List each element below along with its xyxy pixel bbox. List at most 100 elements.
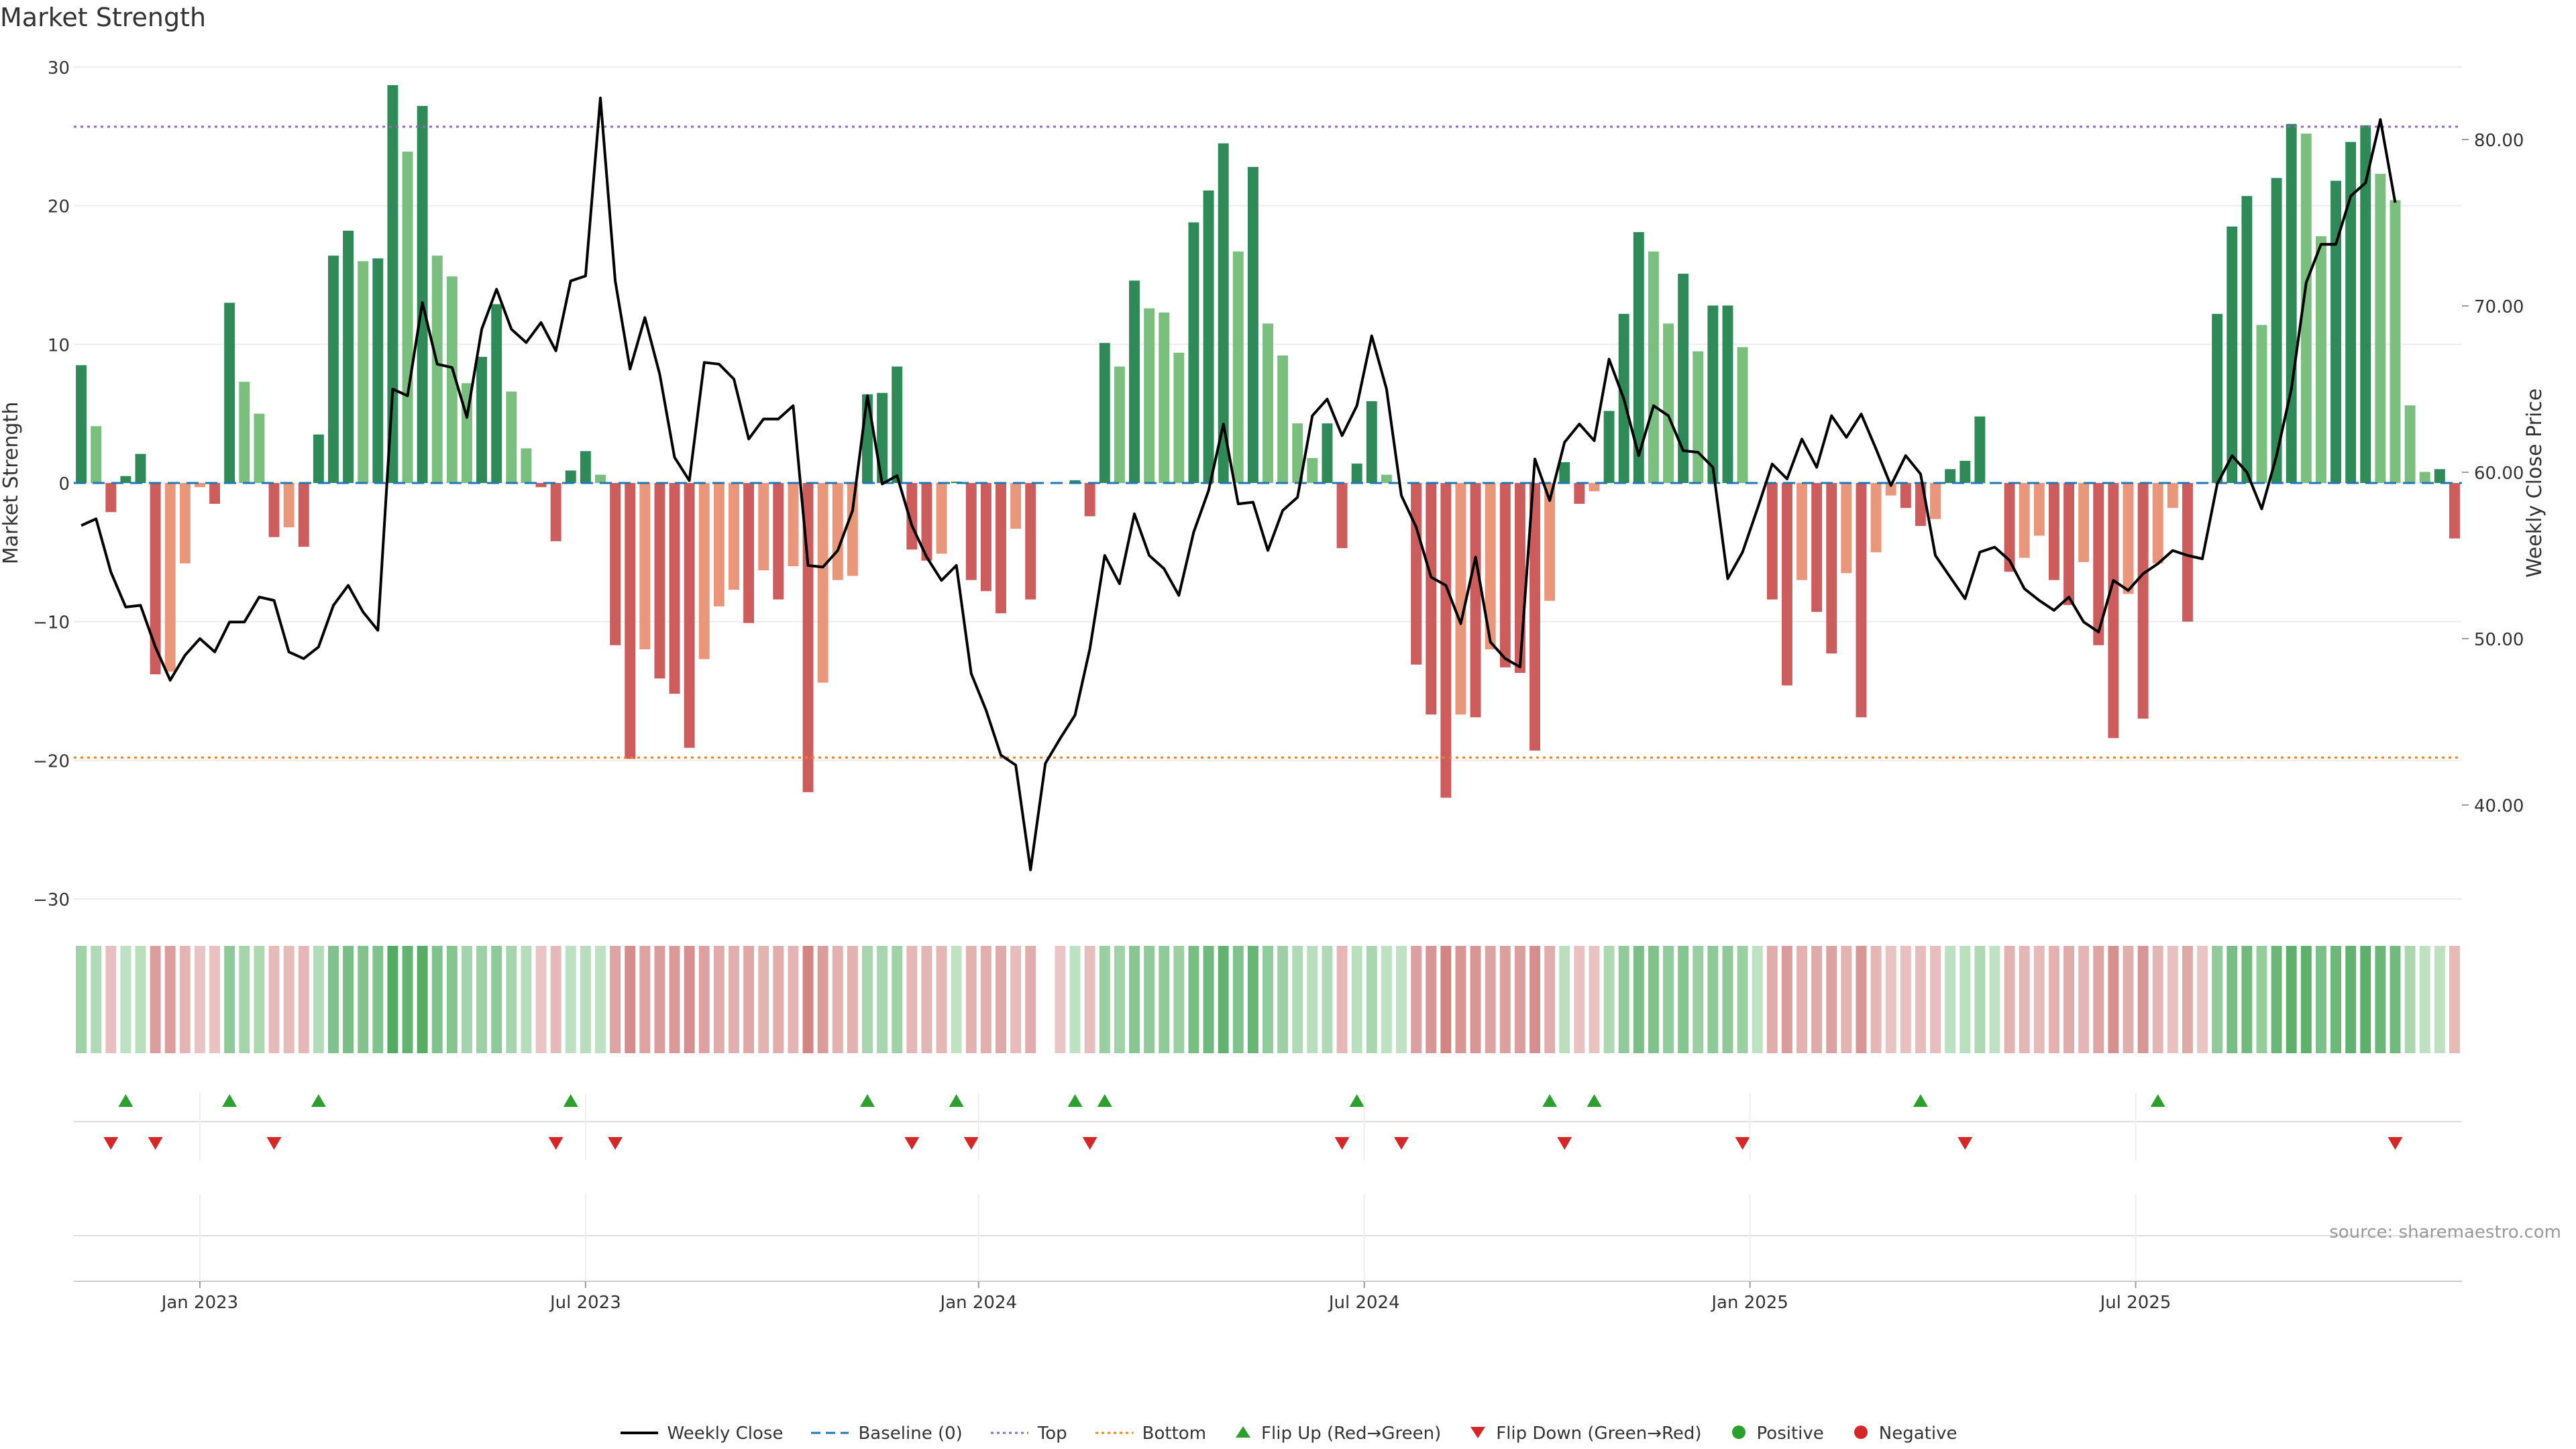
strength-bar [1945, 469, 1956, 483]
strip-cell [1766, 946, 1778, 1053]
strip-cell [431, 946, 443, 1053]
strength-bar [713, 483, 724, 606]
strip-cell [2019, 946, 2030, 1053]
strip-cell [2078, 946, 2090, 1053]
strength-bar [1678, 273, 1689, 483]
strength-bar [1499, 483, 1511, 667]
y-axis-label: Market Strength [0, 402, 23, 564]
strength-bar [684, 483, 695, 748]
strip-cell [1188, 946, 1199, 1053]
strength-bar [892, 366, 903, 483]
strip-cell [936, 946, 947, 1053]
strip-cell [120, 946, 131, 1053]
strength-bar [2123, 483, 2134, 594]
strength-bar [1485, 483, 1496, 649]
strength-bar [743, 483, 755, 623]
strip-cell [862, 946, 873, 1053]
strength-bar [654, 483, 665, 679]
strength-bar [2226, 226, 2238, 483]
strip-cell [462, 946, 472, 1053]
strip-cell [965, 946, 977, 1053]
strip-cell [1203, 946, 1214, 1053]
flip-down-marker [103, 1137, 119, 1150]
strip-cell [2449, 946, 2460, 1053]
strip-cell [1752, 946, 1763, 1053]
strength-bars [76, 85, 2460, 798]
strip-cell [550, 946, 561, 1053]
legend-label: Weekly Close [667, 1424, 784, 1444]
strip-cell [476, 946, 488, 1053]
strength-bar [595, 474, 606, 483]
legend-item: Negative [1851, 1424, 1957, 1444]
circle-red-icon [1851, 1424, 1871, 1444]
strip-cell [2226, 946, 2238, 1053]
strength-bar [817, 483, 828, 683]
strength-bar [951, 481, 962, 483]
strength-bar [1693, 351, 1704, 483]
strip-cell [996, 946, 1006, 1053]
strength-bar [2404, 405, 2416, 483]
x-tick-label: Jul 2023 [549, 1293, 621, 1313]
strength-bar [1159, 312, 1170, 483]
strip-cell [105, 946, 117, 1053]
strip-cell [906, 946, 918, 1053]
x-tick-label: Jan 2024 [939, 1293, 1018, 1313]
flip-up-marker [1349, 1094, 1364, 1107]
flip-down-marker [548, 1137, 564, 1150]
x-axis: Jan 2023 Jul 2023 Jan 2024 Jul 2024 Jan 2025… [74, 1093, 2462, 1313]
strength-bar [1426, 483, 1437, 715]
strength-bar [150, 483, 161, 675]
strip-cell [729, 946, 739, 1053]
strip-cell [2271, 946, 2282, 1053]
strip-cell [209, 946, 221, 1053]
strength-bar [239, 382, 250, 483]
strength-bar [2330, 180, 2342, 483]
strip-cell [417, 946, 428, 1053]
strength-bar [1589, 483, 1600, 492]
strip-cell [1322, 946, 1333, 1053]
circle-green-icon [1729, 1424, 1749, 1444]
strength-bar [402, 152, 413, 484]
strip-cell [1069, 946, 1081, 1053]
strength-bar [506, 391, 517, 483]
strength-bar [2078, 483, 2090, 562]
y2-tick-label: 70.00 [2474, 297, 2524, 317]
strength-bar [1841, 483, 1852, 574]
strip-cell [1678, 946, 1689, 1053]
flip-up-marker [949, 1094, 964, 1107]
strength-bar [1781, 483, 1792, 686]
strip-cell [2033, 946, 2045, 1053]
strength-bar [1411, 483, 1422, 665]
strength-bar [2137, 483, 2149, 719]
y2-tick-label: 40.00 [2474, 796, 2524, 816]
legend-label: Flip Up (Red→Green) [1261, 1424, 1442, 1444]
x-tick-label: Jan 2025 [1710, 1293, 1788, 1313]
strength-bar [135, 453, 146, 483]
flip-up-marker [2150, 1094, 2165, 1107]
strip-cell [698, 946, 710, 1053]
y-tick-label: 20 [48, 197, 70, 217]
triangle-up-icon [1233, 1424, 1253, 1444]
strip-cell [2182, 946, 2193, 1053]
strip-cell [580, 946, 591, 1053]
legend: Weekly Close Baseline (0) Top Bottom Flip Up… [0, 1424, 2576, 1444]
chart-title: Market Strength [0, 3, 207, 32]
strip-cell [951, 946, 962, 1053]
strength-bar [194, 483, 205, 488]
weekly-close-line [80, 97, 2397, 871]
strength-bar [372, 258, 384, 483]
dot-purple-icon [989, 1424, 1030, 1444]
strength-bar [1470, 483, 1481, 718]
strip-cell [2197, 946, 2208, 1053]
strip-cell [802, 946, 814, 1053]
legend-item: Flip Down (Green→Red) [1468, 1424, 1702, 1444]
strip-cell [521, 946, 532, 1053]
strength-bar [1381, 474, 1392, 483]
strength-bar [1603, 411, 1615, 483]
strength-bar [224, 303, 235, 483]
strength-bar [1870, 483, 1882, 553]
strength-bar [1856, 483, 1867, 718]
strength-bar [120, 476, 131, 483]
strip-cell [2330, 946, 2342, 1053]
strength-bar [431, 256, 443, 483]
